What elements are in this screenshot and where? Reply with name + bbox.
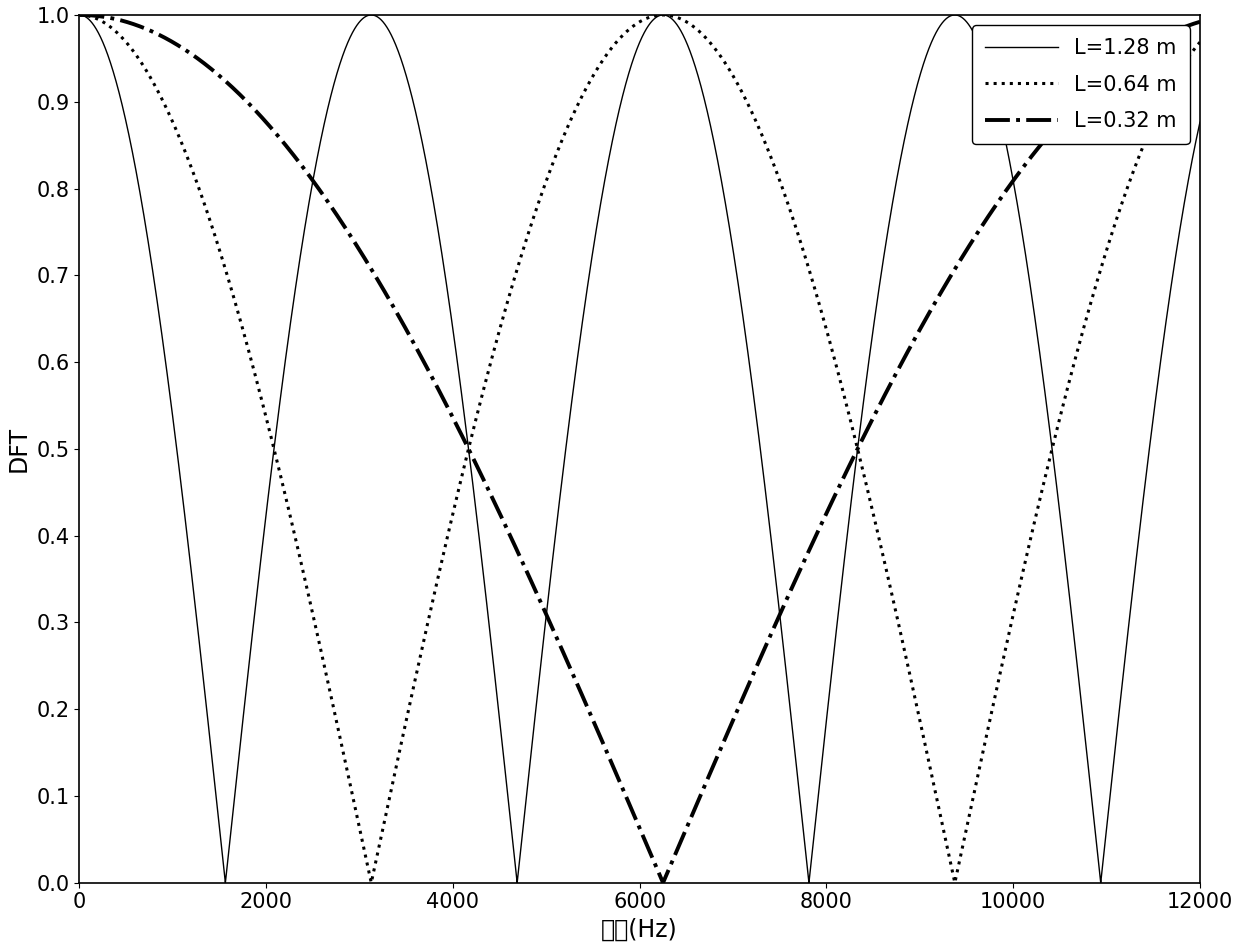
Line: L=0.64 m: L=0.64 m (79, 15, 1200, 883)
L=1.28 m (72, 9, 87, 21)
L=0.32 m (1193, 16, 1208, 28)
X-axis label: 频率(Hz): 频率(Hz) (601, 918, 678, 942)
L=1.28 m (1025, 295, 1040, 307)
L=0.32 m (430, 383, 445, 395)
L=0.64 m (1025, 525, 1040, 536)
L=0.64 m (72, 9, 87, 21)
Line: L=1.28 m: L=1.28 m (79, 15, 1200, 883)
L=0.64 m (363, 877, 378, 888)
L=0.32 m (656, 877, 671, 888)
L=0.64 m (913, 716, 928, 727)
L=0.32 m (1063, 104, 1078, 116)
L=1.28 m (430, 225, 445, 236)
L=1.28 m (196, 679, 211, 690)
L=1.28 m (1193, 117, 1208, 128)
L=0.64 m (982, 717, 997, 729)
L=0.64 m (430, 571, 445, 583)
L=0.32 m (72, 9, 87, 21)
L=0.32 m (982, 210, 997, 221)
L=0.64 m (1193, 36, 1208, 47)
L=1.28 m (1094, 877, 1109, 888)
L=0.32 m (913, 324, 928, 335)
Legend: L=1.28 m, L=0.64 m, L=0.32 m: L=1.28 m, L=0.64 m, L=0.32 m (972, 26, 1189, 143)
L=1.28 m (982, 67, 997, 79)
L=1.28 m (913, 69, 928, 81)
L=0.64 m (196, 197, 211, 209)
Y-axis label: DFT: DFT (7, 426, 31, 472)
L=0.64 m (1063, 370, 1078, 381)
Line: L=0.32 m: L=0.32 m (79, 15, 1200, 883)
L=0.32 m (1025, 149, 1040, 160)
L=0.32 m (196, 58, 211, 69)
L=1.28 m (1063, 602, 1078, 613)
